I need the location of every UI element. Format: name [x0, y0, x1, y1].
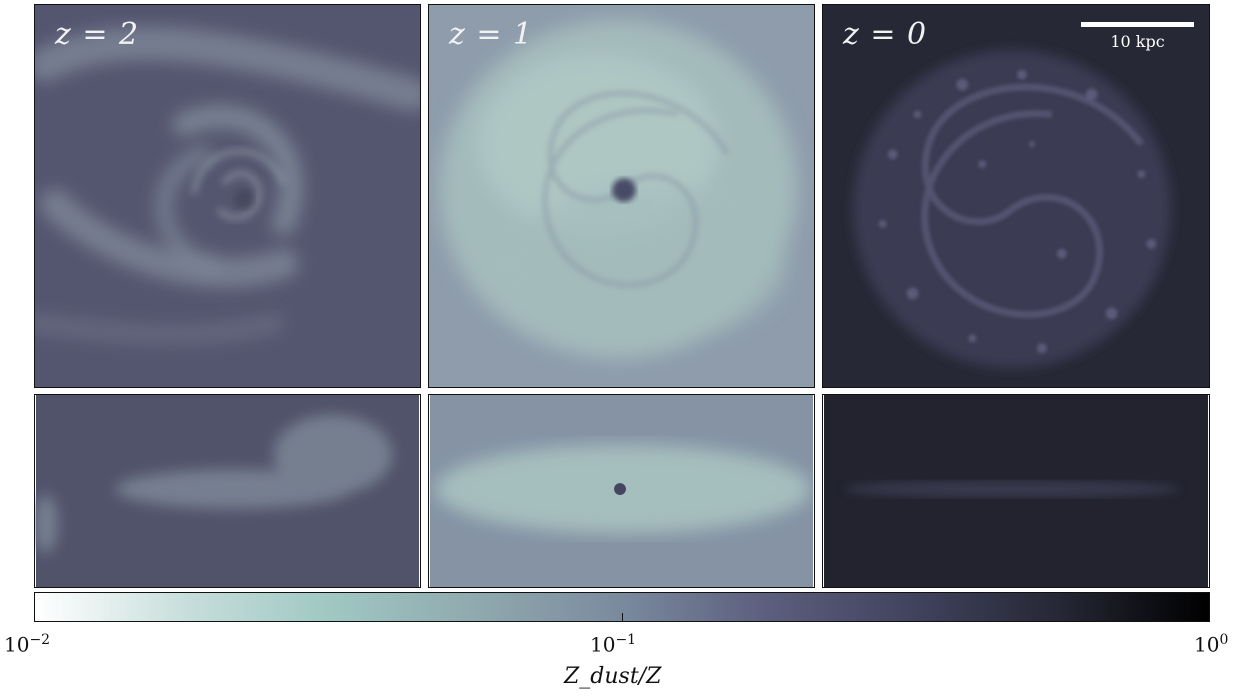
panel-z0-faceon: z = 0 10 kpc — [822, 4, 1210, 388]
panel-z1-faceon: z = 1 — [428, 4, 815, 388]
panel-z2-faceon: z = 2 — [34, 4, 421, 388]
panel-z0-edgeon — [822, 394, 1210, 588]
redshift-label-z0: z = 0 — [843, 17, 928, 52]
colorbar-tick-label-min: 10−2 — [4, 632, 51, 657]
colorbar-tick-label-max: 100 — [1194, 632, 1229, 657]
z0-faceon-image — [823, 5, 1209, 387]
z1-edgeon-image — [429, 395, 814, 587]
scale-bar — [1081, 22, 1194, 27]
z2-faceon-image — [35, 5, 420, 387]
redshift-label-z1: z = 1 — [449, 17, 534, 52]
colorbar — [34, 592, 1210, 622]
colorbar-tick-label-mid: 10−1 — [590, 632, 637, 657]
panel-z2-edgeon — [34, 394, 421, 588]
z1-faceon-image — [429, 5, 814, 387]
scale-bar-label: 10 kpc — [1110, 32, 1165, 51]
z2-edgeon-image — [35, 395, 420, 587]
z0-edgeon-image — [824, 395, 1208, 587]
redshift-label-z2: z = 2 — [55, 17, 140, 52]
panel-z1-edgeon — [428, 394, 815, 588]
colorbar-axis-label: Z_dust/Z — [564, 664, 662, 689]
colorbar-tick-mid — [622, 613, 623, 621]
